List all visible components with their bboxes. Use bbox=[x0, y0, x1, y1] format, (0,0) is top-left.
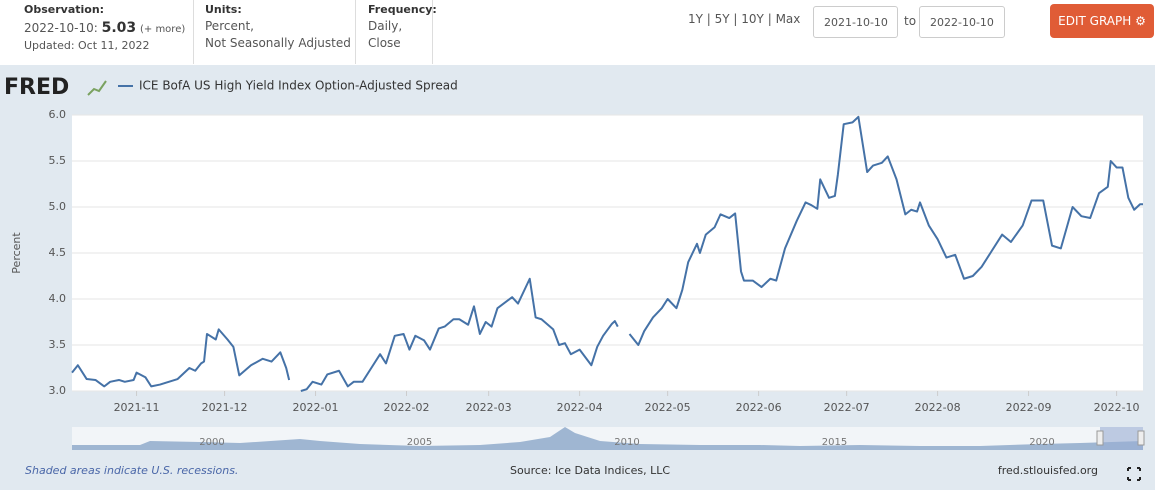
frequency: Close bbox=[368, 36, 401, 50]
source: Source: Ice Data Indices, LLC bbox=[510, 464, 670, 477]
recession-note: Shaded areas indicate U.S. recessions. bbox=[25, 464, 238, 477]
separator bbox=[193, 0, 194, 64]
navigator-area bbox=[72, 427, 1143, 450]
y-tick-label: 4.0 bbox=[49, 292, 67, 305]
range-buttons: 1Y | 5Y | 10Y | Max bbox=[688, 12, 801, 26]
units: Percent, bbox=[205, 19, 254, 33]
legend-label: ICE BofA US High Yield Index Option-Adju… bbox=[139, 79, 458, 93]
navigator-year: 2020 bbox=[1029, 437, 1054, 448]
obs-label: Observation: bbox=[24, 3, 105, 16]
range-btn[interactable]: Max bbox=[775, 12, 801, 26]
navigator-year: 2010 bbox=[614, 437, 639, 448]
x-tick-label: 2021-11 bbox=[114, 401, 160, 414]
obs: 2022-10-10: 5.03 (+ more) bbox=[24, 20, 185, 36]
separator bbox=[432, 0, 433, 64]
y-tick-label: 5.0 bbox=[49, 200, 67, 213]
range-btn[interactable]: 1Y bbox=[688, 12, 703, 26]
y-tick-label: 3.5 bbox=[49, 338, 67, 351]
freq-label: Frequency: bbox=[368, 3, 437, 16]
updated: Updated: Oct 11, 2022 bbox=[24, 39, 150, 52]
edit-graph-button[interactable]: EDIT GRAPH ⚙ bbox=[1050, 4, 1154, 38]
x-tick-label: 2022-08 bbox=[915, 401, 961, 414]
separator bbox=[355, 0, 356, 64]
fullscreen-icon[interactable] bbox=[1127, 467, 1141, 481]
x-tick-label: 2022-03 bbox=[466, 401, 512, 414]
units-label: Units: bbox=[205, 3, 242, 16]
obs-value: 5.03 bbox=[101, 20, 137, 36]
logo-icon bbox=[87, 80, 107, 96]
navigator-year: 2005 bbox=[407, 437, 432, 448]
site: fred.stlouisfed.org bbox=[998, 464, 1098, 477]
x-tick-label: 2022-09 bbox=[1006, 401, 1052, 414]
y-tick-label: 6.0 bbox=[49, 108, 67, 121]
y-axis-label: Percent bbox=[10, 232, 23, 274]
y-tick-label: 5.5 bbox=[49, 154, 67, 167]
edit-graph-text: EDIT GRAPH bbox=[1058, 14, 1132, 28]
to-label: to bbox=[904, 14, 917, 28]
units: Not Seasonally Adjusted bbox=[205, 36, 351, 50]
x-tick-label: 2021-12 bbox=[202, 401, 248, 414]
navigator-handle[interactable] bbox=[1137, 430, 1145, 446]
navigator-year: 2015 bbox=[822, 437, 847, 448]
fred-logo: FRED bbox=[4, 75, 69, 100]
more-link[interactable]: (+ more) bbox=[139, 24, 186, 35]
range-btn[interactable]: 5Y bbox=[714, 12, 730, 26]
range-btn[interactable]: 10Y bbox=[741, 12, 764, 26]
navigator-handle[interactable] bbox=[1096, 430, 1104, 446]
x-tick-label: 2022-05 bbox=[645, 401, 691, 414]
chart: FRED ICE BofA US High Yield Index Option… bbox=[0, 65, 1155, 490]
series-line bbox=[71, 115, 1143, 392]
start-date-input[interactable]: 2021-10-10 bbox=[813, 6, 898, 38]
x-tick-label: 2022-10 bbox=[1094, 401, 1140, 414]
y-tick-label: 3.0 bbox=[49, 384, 67, 397]
x-tick-label: 2022-02 bbox=[384, 401, 430, 414]
end-date-input[interactable]: 2022-10-10 bbox=[919, 6, 1005, 38]
frequency: Daily, bbox=[368, 19, 403, 33]
obs-date: 2022-10-10: bbox=[24, 21, 98, 35]
y-tick-label: 4.5 bbox=[49, 246, 67, 259]
x-tick-label: 2022-06 bbox=[736, 401, 782, 414]
navigator-year: 2000 bbox=[199, 437, 224, 448]
x-tick-label: 2022-04 bbox=[557, 401, 603, 414]
x-tick-label: 2022-01 bbox=[293, 401, 339, 414]
navigator-selection[interactable] bbox=[1100, 427, 1143, 450]
x-tick-label: 2022-07 bbox=[824, 401, 870, 414]
